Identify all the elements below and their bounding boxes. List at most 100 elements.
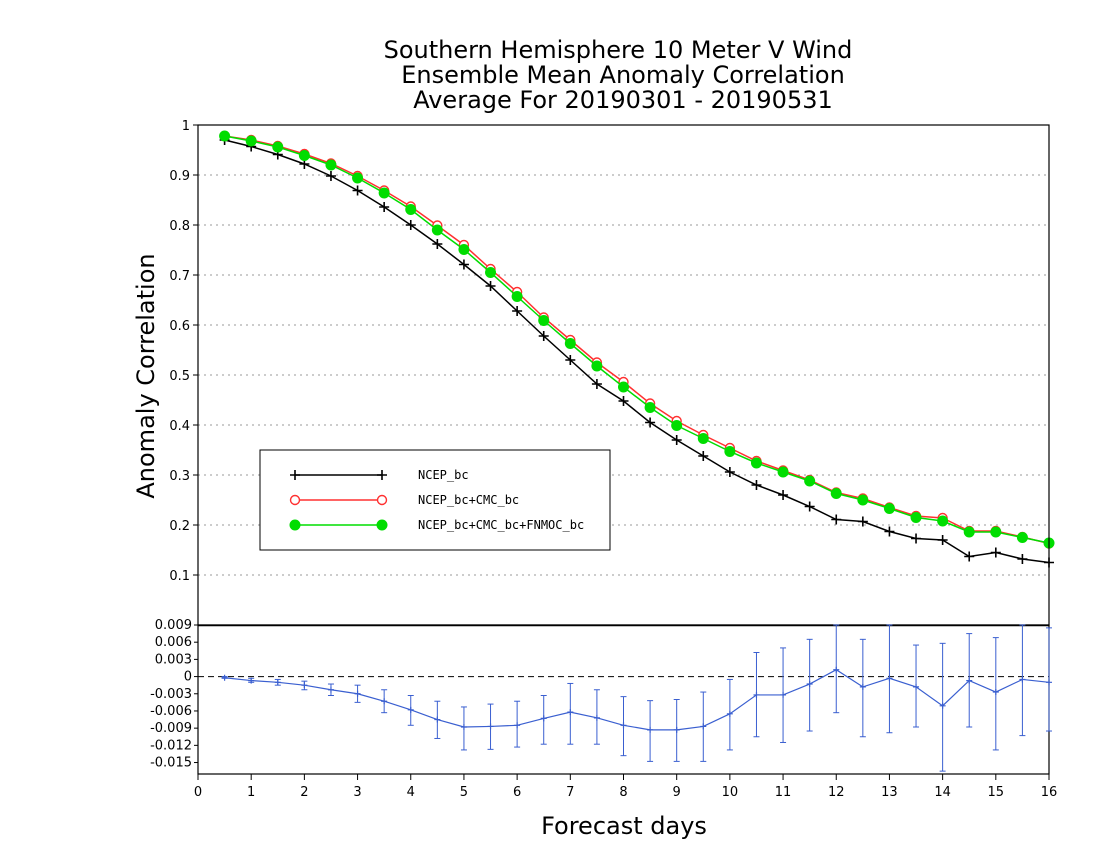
diff-y-tick-label: -0.006 [150, 704, 192, 719]
difference-point [726, 710, 733, 717]
difference-point [407, 706, 414, 713]
data-point [245, 135, 257, 147]
data-point [750, 457, 762, 469]
main-panel-series [219, 130, 1055, 568]
x-tick-label: 12 [828, 785, 845, 800]
data-point [405, 204, 417, 215]
data-point [910, 512, 922, 523]
difference-point [833, 666, 840, 673]
difference-point [274, 679, 281, 686]
y-tick-label: 0.8 [169, 219, 190, 234]
difference-point [859, 683, 866, 690]
data-point [644, 402, 656, 413]
data-point [378, 187, 390, 199]
legend-marker [290, 470, 300, 480]
difference-point [434, 716, 441, 723]
diff-y-tick-label: 0.006 [155, 635, 192, 650]
x-tick-label: 7 [566, 785, 574, 800]
data-point [724, 467, 735, 477]
difference-point [753, 691, 760, 698]
x-tick-label: 16 [1041, 785, 1058, 800]
chart-title-line-1: Southern Hemisphere 10 Meter V Wind [384, 36, 853, 64]
difference-point [673, 726, 680, 733]
data-point [778, 490, 789, 500]
data-point [990, 547, 1001, 558]
data-point [804, 501, 815, 512]
data-point [697, 433, 709, 444]
data-point [1016, 532, 1028, 543]
legend-marker [377, 470, 387, 480]
data-point [671, 435, 682, 445]
data-point [698, 451, 709, 461]
data-point [511, 291, 523, 302]
x-tick-label: 15 [988, 785, 1005, 800]
data-point [911, 533, 922, 544]
difference-point [487, 723, 494, 730]
data-point [298, 150, 310, 161]
data-point [804, 475, 816, 487]
difference-point [913, 683, 920, 690]
difference-point [939, 702, 946, 709]
difference-point [567, 709, 574, 716]
x-tick-label: 3 [353, 785, 361, 800]
data-point [458, 244, 470, 255]
data-point [777, 466, 789, 478]
data-point [724, 446, 736, 457]
x-tick-label: 11 [775, 785, 792, 800]
data-point [458, 259, 469, 270]
y-tick-label: 0.2 [169, 519, 190, 534]
difference-point [514, 722, 521, 729]
y-tick-label: 0.4 [169, 419, 190, 434]
data-point [937, 535, 948, 545]
data-point [538, 331, 549, 341]
difference-point [620, 722, 627, 729]
data-point [831, 514, 842, 525]
diff-y-tick-label: -0.012 [150, 738, 192, 753]
data-point [591, 379, 602, 389]
data-point [325, 159, 337, 171]
y-tick-label: 0.7 [169, 269, 190, 284]
data-point [618, 381, 629, 393]
y-tick-label: 0.3 [169, 469, 190, 484]
x-axis-label: Forecast days [541, 812, 707, 840]
difference-point [1019, 676, 1026, 683]
difference-point [806, 681, 813, 688]
diff-y-tick-label: 0.003 [155, 652, 192, 667]
data-point [645, 417, 656, 428]
legend-label: NCEP_bc+CMC_bc+FNMOC_bc [418, 518, 584, 532]
x-tick-label: 13 [881, 785, 898, 800]
difference-point [992, 689, 999, 696]
data-point [485, 267, 497, 278]
main-panel-grid [198, 174, 1049, 576]
data-point [937, 515, 949, 527]
data-point [990, 526, 1002, 538]
x-axis-ticks: 0 1 2 3 4 5 6 7 8 9 10 11 12 13 14 15 16 [194, 774, 1057, 800]
data-point [565, 355, 576, 365]
diff-y-tick-label: -0.009 [150, 721, 192, 736]
y-axis-label: Anomaly Correlation [132, 253, 160, 498]
chart-title-line-3: Average For 20190301 - 20190531 [413, 86, 833, 114]
data-point [325, 171, 336, 181]
difference-point [301, 682, 308, 689]
difference-point [460, 724, 467, 731]
diff-y-tick-label: -0.015 [150, 756, 192, 771]
x-tick-label: 6 [513, 785, 521, 800]
data-point [830, 488, 842, 499]
data-point [538, 315, 550, 326]
x-tick-label: 9 [673, 785, 681, 800]
data-point [591, 360, 603, 372]
chart-title: Southern Hemisphere 10 Meter V Wind Ense… [384, 36, 853, 114]
legend: NCEP_bc NCEP_bc+CMC_bc NCEP_bc+CMC_bc+FNMO… [259, 449, 611, 551]
difference-point [540, 715, 547, 722]
data-point [485, 281, 496, 291]
x-tick-label: 10 [722, 785, 739, 800]
difference-point [886, 675, 893, 682]
data-point [884, 526, 895, 537]
main-panel-ticks: 0.1 0.2 0.3 0.4 0.5 0.6 0.7 0.8 0.9 1 [169, 119, 198, 584]
legend-marker [289, 494, 301, 506]
difference-point [1046, 679, 1052, 686]
x-tick-label: 1 [247, 785, 255, 800]
data-point [512, 306, 523, 316]
